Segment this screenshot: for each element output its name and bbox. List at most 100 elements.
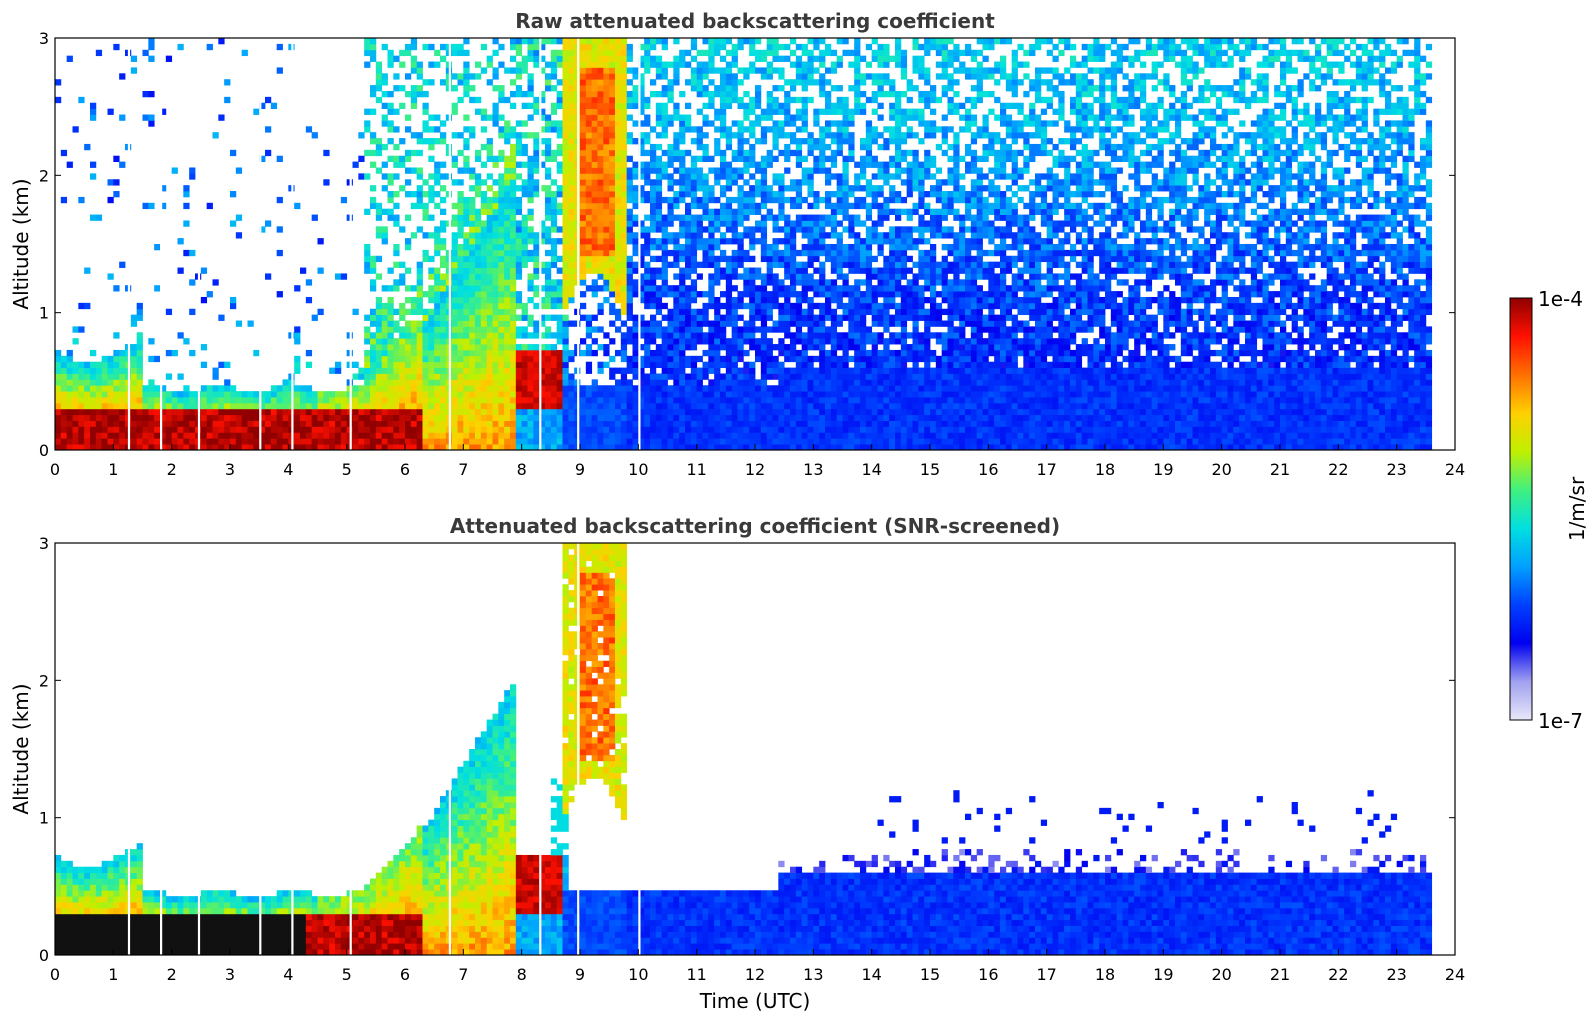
heatmap-cell bbox=[568, 267, 575, 274]
heatmap-cell bbox=[521, 349, 528, 357]
heatmap-cell bbox=[749, 143, 756, 151]
heatmap-cell bbox=[591, 291, 598, 298]
heatmap-cell bbox=[620, 344, 628, 351]
heatmap-cell bbox=[492, 379, 499, 386]
heatmap-cell bbox=[177, 408, 184, 416]
heatmap-cell bbox=[615, 379, 622, 386]
heatmap-cell bbox=[323, 414, 330, 421]
heatmap-cell bbox=[375, 314, 383, 321]
heatmap-cell bbox=[755, 138, 762, 145]
heatmap-cell bbox=[772, 67, 779, 74]
heatmap-cell bbox=[725, 185, 733, 192]
heatmap-cell bbox=[819, 220, 826, 227]
heatmap-cell bbox=[755, 391, 762, 398]
heatmap-cell bbox=[475, 385, 482, 392]
heatmap-cell bbox=[119, 355, 126, 363]
heatmap-cell bbox=[136, 355, 143, 363]
heatmap-cell bbox=[218, 314, 225, 321]
heatmap-cell bbox=[760, 108, 768, 115]
heatmap-cell bbox=[393, 244, 400, 251]
heatmap-cell bbox=[807, 361, 814, 368]
heatmap-cell bbox=[743, 373, 750, 380]
heatmap-cell bbox=[638, 391, 645, 398]
heatmap-cell bbox=[568, 296, 575, 304]
heatmap-cell bbox=[416, 379, 423, 386]
heatmap-cell bbox=[405, 426, 412, 433]
heatmap-cell bbox=[527, 344, 534, 351]
heatmap-cell bbox=[626, 49, 633, 57]
heatmap-cell bbox=[725, 102, 733, 110]
heatmap-cell bbox=[790, 220, 797, 227]
heatmap-cell bbox=[160, 391, 167, 398]
heatmap-cell bbox=[90, 432, 97, 439]
heatmap-cell bbox=[766, 155, 773, 162]
heatmap-cell bbox=[737, 338, 744, 345]
heatmap-cell bbox=[819, 385, 826, 392]
heatmap-cell bbox=[673, 55, 680, 62]
heatmap-cell bbox=[772, 191, 779, 198]
heatmap-cell bbox=[113, 285, 120, 292]
heatmap-cell bbox=[661, 291, 668, 298]
heatmap-cell bbox=[597, 285, 604, 292]
heatmap-cell bbox=[527, 397, 534, 404]
heatmap-cell bbox=[486, 279, 493, 286]
heatmap-cell bbox=[381, 438, 388, 445]
heatmap-cell bbox=[434, 420, 441, 427]
heatmap-cell bbox=[282, 379, 289, 386]
heatmap-cell bbox=[772, 385, 779, 392]
heatmap-cell bbox=[597, 361, 604, 368]
heatmap-cell bbox=[685, 226, 692, 233]
heatmap-cell bbox=[498, 232, 505, 239]
heatmap-cell bbox=[545, 267, 552, 274]
heatmap-cell bbox=[655, 143, 663, 151]
heatmap-cell bbox=[405, 355, 412, 363]
heatmap-cell bbox=[597, 167, 604, 174]
heatmap-cell bbox=[737, 191, 744, 198]
heatmap-cell bbox=[585, 120, 593, 127]
heatmap-cell bbox=[416, 202, 423, 210]
heatmap-cell bbox=[615, 61, 622, 68]
heatmap-cell bbox=[165, 414, 173, 421]
heatmap-cell bbox=[749, 196, 756, 204]
heatmap-cell bbox=[731, 444, 738, 450]
heatmap-cell bbox=[451, 202, 458, 210]
heatmap-cell bbox=[685, 149, 692, 157]
heatmap-cell bbox=[620, 114, 628, 121]
heatmap-cell bbox=[702, 244, 709, 251]
heatmap-cell bbox=[591, 102, 598, 110]
heatmap-cell bbox=[335, 444, 342, 450]
heatmap-cell bbox=[498, 344, 505, 351]
heatmap-cell bbox=[708, 90, 715, 98]
heatmap-cell bbox=[755, 438, 762, 445]
heatmap-cell bbox=[661, 438, 668, 445]
heatmap-cell bbox=[720, 167, 727, 174]
heatmap-cell bbox=[428, 185, 435, 192]
heatmap-cell bbox=[370, 367, 377, 374]
heatmap-cell bbox=[661, 196, 668, 204]
heatmap-cell bbox=[597, 226, 604, 233]
heatmap-cell bbox=[626, 302, 633, 310]
heatmap-cell bbox=[725, 202, 733, 210]
heatmap-cell bbox=[591, 196, 598, 204]
heatmap-cell bbox=[364, 208, 371, 215]
heatmap-cell bbox=[486, 402, 493, 410]
heatmap-cell bbox=[335, 414, 342, 421]
heatmap-cell bbox=[702, 291, 709, 298]
heatmap-cell bbox=[533, 285, 540, 292]
heatmap-cell bbox=[685, 267, 692, 274]
heatmap-cell bbox=[737, 38, 744, 45]
heatmap-cell bbox=[679, 167, 686, 174]
heatmap-cell bbox=[416, 226, 423, 233]
heatmap-cell bbox=[784, 379, 791, 386]
heatmap-cell bbox=[755, 385, 762, 392]
heatmap-cell bbox=[375, 414, 383, 421]
heatmap-cell bbox=[620, 96, 628, 104]
heatmap-cell bbox=[148, 414, 155, 421]
heatmap-cell bbox=[545, 73, 552, 80]
heatmap-cell bbox=[609, 214, 616, 221]
heatmap-cell bbox=[475, 361, 482, 368]
heatmap-cell bbox=[795, 444, 803, 450]
heatmap-cell bbox=[609, 355, 616, 363]
heatmap-cell bbox=[685, 61, 692, 68]
heatmap-cell bbox=[603, 279, 610, 286]
